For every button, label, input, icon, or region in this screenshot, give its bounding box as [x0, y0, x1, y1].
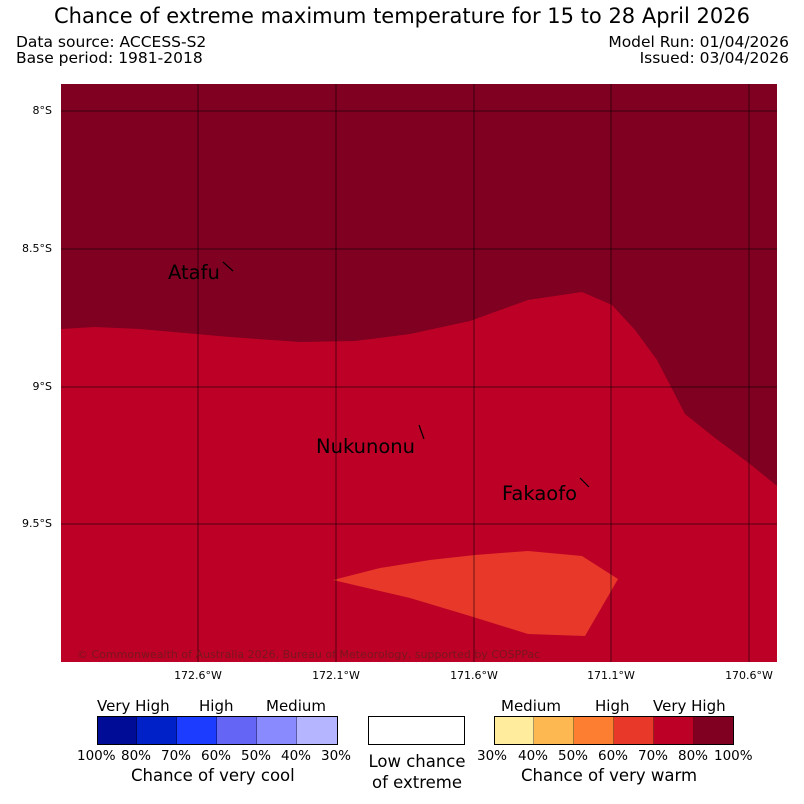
warm-swatch-70-80 — [654, 716, 694, 744]
cool-tick-30: 30% — [321, 748, 352, 764]
warm-swatch-30-40 — [494, 716, 534, 744]
cool-tick-40: 40% — [281, 748, 312, 764]
model-run: Model Run: 01/04/2026 — [608, 33, 789, 51]
cool-tick-80: 80% — [121, 748, 152, 764]
warm-tick-70: 70% — [638, 748, 669, 764]
lat-label-9-5s: 9.5°S — [22, 517, 52, 530]
cool-colorbar-frame — [97, 716, 338, 745]
place-fakaofo: Fakaofo — [502, 482, 578, 505]
warm-swatch-50-60 — [574, 716, 614, 744]
data-source: Data source: ACCESS-S2 — [16, 33, 207, 51]
nukunonu-island-mark — [418, 424, 425, 440]
warm-swatch-40-50 — [534, 716, 574, 744]
cool-header-medium: Medium — [266, 697, 326, 715]
low-chance-label-line1: Low chance — [368, 752, 466, 771]
cool-tick-100: 100% — [77, 748, 116, 764]
fakaofo-island-mark — [579, 477, 590, 488]
cool-header-very-high: Very High — [97, 697, 170, 715]
cool-swatch-70-60 — [177, 716, 217, 744]
cool-swatch-50-40 — [257, 716, 297, 744]
place-atafu: Atafu — [168, 261, 220, 284]
cool-header-high: High — [199, 697, 234, 715]
place-nukunonu: Nukunonu — [316, 435, 416, 458]
lon-label-172-1w: 172.1°W — [312, 669, 360, 682]
lat-label-8-5s: 8.5°S — [22, 242, 52, 255]
cool-swatch-100-80 — [97, 716, 137, 744]
lon-label-170-6w: 170.6°W — [725, 669, 773, 682]
low-chance-label-line2: of extreme — [371, 773, 463, 792]
lon-label-172-6w: 172.6°W — [174, 669, 222, 682]
warm-tick-30: 30% — [477, 748, 508, 764]
lon-label-171-6w: 171.6°W — [450, 669, 498, 682]
warm-tick-60: 60% — [598, 748, 629, 764]
cool-swatch-40-30 — [297, 716, 338, 744]
warm-header-very-high: Very High — [653, 697, 726, 715]
atafu-island-mark — [222, 261, 234, 272]
lon-label-171-1w: 171.1°W — [587, 669, 635, 682]
warm-swatch-80-100 — [694, 716, 734, 744]
warm-tick-100: 100% — [714, 748, 753, 764]
warm-colorbar-frame — [494, 716, 734, 745]
warm-swatch-60-70 — [614, 716, 654, 744]
warm-tick-80: 80% — [678, 748, 709, 764]
low-chance-swatch — [368, 716, 465, 745]
copyright-notice: © Commonwealth of Australia 2026, Bureau… — [77, 648, 541, 661]
map-title: Chance of extreme maximum temperature fo… — [54, 4, 750, 28]
region-high-warm-60 — [333, 551, 618, 636]
cool-colorbar-title: Chance of very cool — [131, 766, 295, 785]
issued-date: Issued: 03/04/2026 — [639, 49, 789, 67]
warm-header-medium: Medium — [501, 697, 561, 715]
warm-tick-40: 40% — [518, 748, 549, 764]
base-period: Base period: 1981-2018 — [16, 49, 203, 67]
warm-tick-50: 50% — [558, 748, 589, 764]
cool-swatch-80-70 — [137, 716, 177, 744]
lat-label-9s: 9°S — [32, 380, 52, 393]
warm-header-high: High — [595, 697, 630, 715]
cool-swatch-60-50 — [217, 716, 257, 744]
cool-tick-70: 70% — [161, 748, 192, 764]
lat-label-8s: 8°S — [32, 104, 52, 117]
warm-colorbar-title: Chance of very warm — [521, 766, 698, 785]
cool-tick-60: 60% — [201, 748, 232, 764]
cool-tick-50: 50% — [241, 748, 272, 764]
